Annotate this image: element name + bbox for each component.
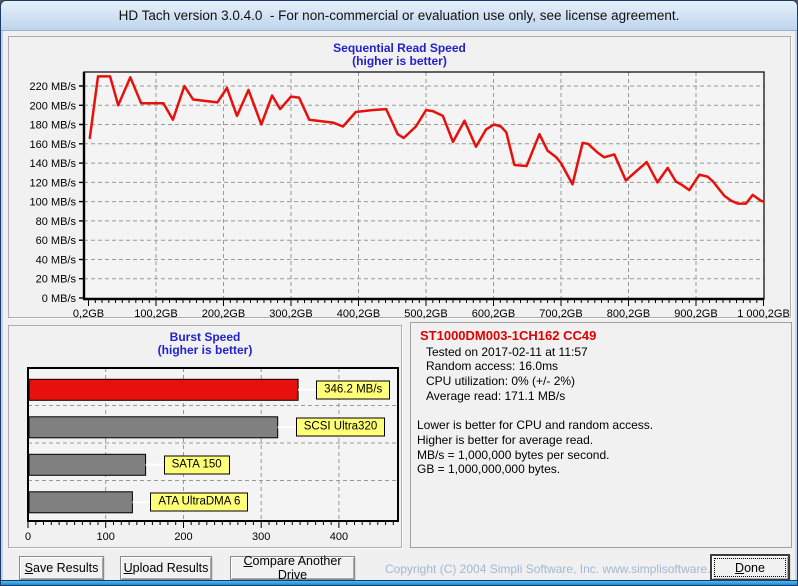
burst-chart-subtitle: (higher is better) (157, 343, 253, 357)
bar-value-label: SATA 150 (163, 455, 230, 475)
title-bar[interactable]: HD Tach version 3.0.4.0 - For non-commer… (1, 1, 797, 31)
note-mbs-def: MB/s = 1,000,000 bytes per second. (417, 447, 610, 462)
window-frame-right (795, 31, 797, 580)
x-tick-label: 900,2GB (674, 308, 717, 320)
save-results-label: Save Results (24, 561, 99, 575)
burst-speed-chart: 0 100 200 300 400 (25, 367, 399, 543)
x-tick-label: 100 (97, 531, 115, 543)
seq-chart-title: Sequential Read Speed (333, 41, 466, 55)
x-tick-label: 200 (174, 531, 192, 543)
bar (28, 416, 279, 439)
burst-speed-panel: Burst Speed (higher is better) 0 100 200 30… (8, 325, 402, 548)
plot-border (27, 367, 399, 522)
x-tick-label: 500,2GB (404, 308, 447, 320)
note-lower-better: Lower is better for CPU and random acces… (417, 418, 654, 433)
x-tick-label: 300 (252, 531, 270, 543)
average-read-line: Average read: 171.1 MB/s (426, 388, 566, 403)
read-speed-line (88, 75, 765, 205)
seq-chart-subtitle: (higher is better) (352, 54, 447, 68)
y-tick-label: 180 MB/s (30, 120, 77, 132)
y-tick-label: 200 MB/s (30, 100, 77, 112)
x-tick-label: 1 000,2GB (737, 308, 790, 320)
x-tick-label: 700,2GB (539, 308, 582, 320)
x-tick-label: 100,2GB (134, 308, 177, 320)
note-gb-def: GB = 1,000,000,000 bytes. (417, 462, 561, 477)
bar-value-label: ATA UltraDMA 6 (150, 492, 249, 512)
bar-value-label: SCSI Ultra320 (295, 417, 386, 437)
bar (28, 378, 299, 401)
bar-value-label: 346.2 MB/s (316, 380, 391, 400)
window-frame-bottom (1, 580, 797, 585)
window-title: HD Tach version 3.0.4.0 - For non-commer… (118, 8, 680, 23)
y-tick-label: 120 MB/s (30, 177, 77, 189)
note-higher-better: Higher is better for average read. (417, 432, 594, 447)
y-tick-label: 160 MB/s (30, 139, 77, 151)
x-tick-label: 600,2GB (472, 308, 515, 320)
drive-info-panel: ST1000DM003-1CH162 CC49 Tested on 2017-0… (410, 322, 792, 548)
bar (28, 453, 147, 476)
compare-another-drive-button[interactable]: Compare Another Drive (230, 554, 355, 582)
x-tick-label: 300,2GB (269, 308, 312, 320)
copyright-text: Copyright (C) 2004 Simpli Software, Inc.… (385, 562, 734, 576)
sequential-read-chart: 0 MB/s 20 MB/s 40 MB/s 60 MB/s 80 MB/s 100 MB… (30, 71, 790, 320)
y-tick-label: 220 MB/s (30, 81, 77, 93)
cpu-utilization-line: CPU utilization: 0% (+/- 2%) (426, 374, 576, 389)
x-tick-label: 400 (330, 531, 348, 543)
x-tick-label: 0 (25, 531, 31, 543)
done-button[interactable]: Done (710, 554, 790, 581)
random-access-line: Random access: 16.0ms (426, 359, 559, 374)
y-tick-label: 100 MB/s (30, 197, 77, 209)
save-results-button[interactable]: Save Results (19, 556, 104, 580)
y-tick-label: 40 MB/s (36, 255, 77, 267)
y-tick-label: 60 MB/s (36, 235, 77, 247)
drive-model: ST1000DM003-1CH162 CC49 (420, 328, 597, 343)
x-tick-label: 800,2GB (607, 308, 650, 320)
tested-on-line: Tested on 2017-02-11 at 11:57 (426, 344, 588, 359)
bar (28, 491, 133, 514)
x-tick-label: 200,2GB (202, 308, 245, 320)
y-tick-label: 140 MB/s (30, 158, 77, 170)
sequential-read-panel: Sequential Read Speed (higher is better)… (8, 36, 791, 320)
upload-results-button[interactable]: Upload Results (120, 556, 212, 580)
done-label: Done (735, 560, 765, 575)
burst-chart-title: Burst Speed (169, 330, 241, 344)
y-tick-label: 80 MB/s (36, 216, 77, 228)
compare-another-drive-label: Compare Another Drive (243, 554, 342, 582)
x-tick-label: 0,2GB (73, 308, 104, 320)
y-tick-label: 0 MB/s (42, 293, 77, 305)
window-frame-left (1, 31, 3, 580)
x-tick-label: 400,2GB (337, 308, 380, 320)
y-tick-label: 20 MB/s (36, 274, 77, 286)
upload-results-label: Upload Results (123, 561, 209, 575)
